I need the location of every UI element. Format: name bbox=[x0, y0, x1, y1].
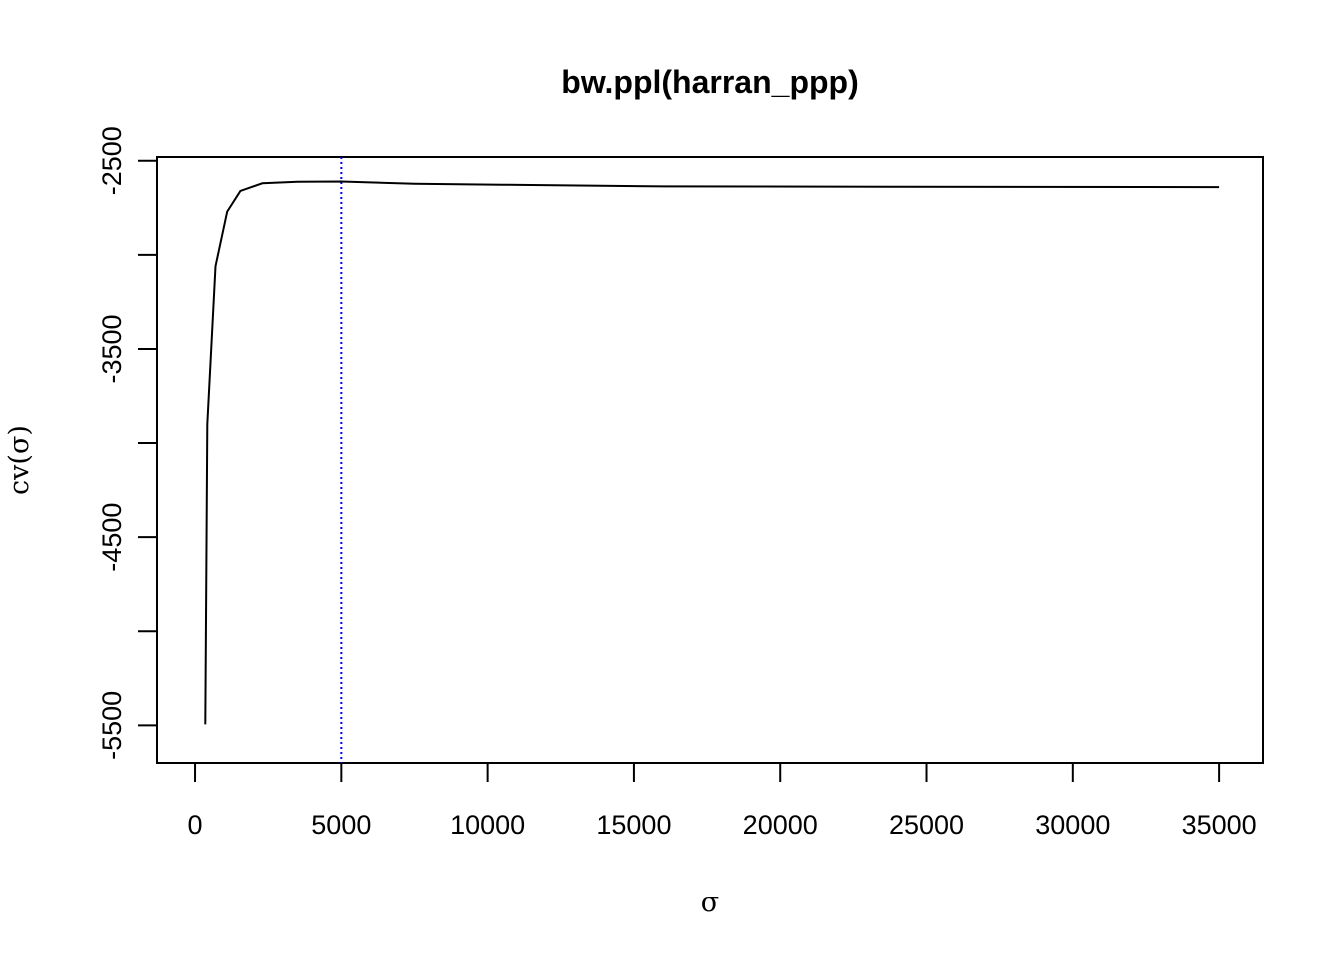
y-axis: -5500 -4500 -3500 -2500 bbox=[97, 126, 158, 760]
y-tick-label: -5500 bbox=[97, 691, 127, 760]
x-tick-label: 35000 bbox=[1182, 810, 1257, 840]
chart-title: bw.ppl(harran_ppp) bbox=[561, 64, 858, 100]
x-axis: 0 5000 10000 15000 20000 25000 30000 35000 bbox=[188, 762, 1257, 840]
y-tick-label: -4500 bbox=[97, 503, 127, 572]
x-tick-label: 25000 bbox=[889, 810, 964, 840]
plot-frame bbox=[156, 156, 1264, 764]
x-tick-label: 20000 bbox=[743, 810, 818, 840]
x-tick-label: 0 bbox=[188, 810, 203, 840]
y-tick-label: -3500 bbox=[97, 314, 127, 383]
x-tick-label: 15000 bbox=[596, 810, 671, 840]
cv-curve-line bbox=[204, 180, 1220, 725]
y-tick-label: -2500 bbox=[97, 126, 127, 195]
x-tick-label: 10000 bbox=[450, 810, 525, 840]
x-axis-label: σ bbox=[701, 887, 719, 918]
x-tick-label: 30000 bbox=[1035, 810, 1110, 840]
x-tick-label: 5000 bbox=[311, 810, 371, 840]
y-axis-label: cv(σ) bbox=[4, 425, 35, 495]
